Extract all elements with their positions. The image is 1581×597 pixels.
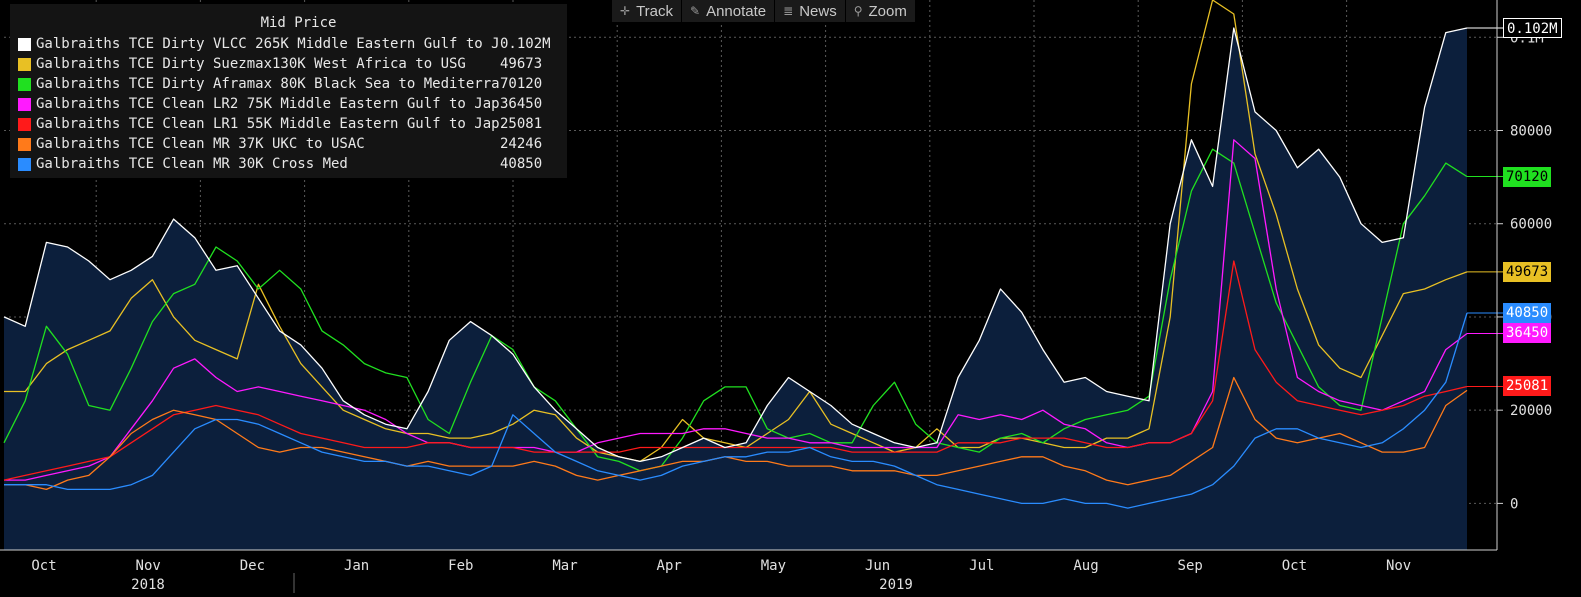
last-value-tag: 36450 <box>1503 323 1552 344</box>
y-tick-label: 60000 <box>1510 217 1552 233</box>
legend-entry: Galbraiths TCE Clean LR1 55K Middle East… <box>18 114 542 134</box>
x-tick-label: Feb <box>448 558 473 574</box>
chart-legend: Mid Price Galbraiths TCE Dirty VLCC 265K… <box>10 4 567 178</box>
legend-swatch <box>18 37 31 51</box>
legend-entry-name: Galbraiths TCE Dirty Aframax 80K Black S… <box>36 76 500 92</box>
last-value-tag: 70120 <box>1503 166 1552 187</box>
x-tick-label: Oct <box>31 558 56 574</box>
legend-entry-name: Galbraiths TCE Clean LR1 55K Middle East… <box>36 116 500 132</box>
legend-entry: Galbraiths TCE Clean MR 30K Cross Med 408… <box>18 154 542 174</box>
crosshair-icon: ✛ <box>620 4 631 18</box>
year-label: 2018 <box>131 577 165 593</box>
legend-swatch <box>18 77 31 91</box>
last-value-tag: 40850 <box>1503 302 1552 323</box>
series-area-fill <box>4 28 1467 550</box>
legend-swatch <box>18 97 31 111</box>
series-line <box>4 376 1468 491</box>
x-tick-label: Jun <box>865 558 890 574</box>
chart-axes: 0.1M800006000040000200000OctNovDecJanFeb… <box>0 0 1552 593</box>
x-tick-label: May <box>761 558 786 574</box>
x-tick-label: Oct <box>1282 558 1307 574</box>
legend-entry: Galbraiths TCE Dirty Suezmax130K West Af… <box>18 54 542 74</box>
legend-entry: Galbraiths TCE Dirty Aframax 80K Black S… <box>18 74 542 94</box>
track-button[interactable]: ✛ Track <box>612 0 681 22</box>
annotate-button[interactable]: ✎ Annotate <box>681 0 774 22</box>
series-line <box>4 139 1468 481</box>
legend-entry-name: Galbraiths TCE Dirty VLCC 265K Middle Ea… <box>36 36 500 52</box>
legend-entry-value: 40850 <box>500 156 543 172</box>
legend-entry-value: 0.102M <box>500 36 551 52</box>
news-button-label: News <box>799 2 837 20</box>
last-value-tag: 0.102M <box>1503 17 1562 38</box>
legend-entry: Galbraiths TCE Clean MR 37K UKC to USAC 2… <box>18 134 542 154</box>
legend-swatch <box>18 137 31 151</box>
x-tick-label: Nov <box>136 558 161 574</box>
legend-entry-name: Galbraiths TCE Clean MR 30K Cross Med <box>36 156 348 172</box>
last-value-tag: 49673 <box>1503 261 1552 282</box>
legend-entry-value: 36450 <box>500 96 543 112</box>
legend-title: Mid Price <box>260 15 337 31</box>
legend-entry-name: Galbraiths TCE Clean MR 37K UKC to USAC <box>36 136 365 152</box>
magnifier-icon: ⚲ <box>853 4 863 18</box>
zoom-button-label: Zoom <box>868 2 907 20</box>
x-tick-label: Jul <box>969 558 994 574</box>
legend-entry-value: 24246 <box>500 136 543 152</box>
x-tick-label: Sep <box>1178 558 1203 574</box>
y-tick-label: 0 <box>1510 496 1518 512</box>
x-tick-label: Dec <box>240 558 265 574</box>
series-line <box>3 148 1468 472</box>
legend-entry: Galbraiths TCE Clean LR2 75K Middle East… <box>18 94 542 114</box>
x-tick-label: Jan <box>344 558 369 574</box>
y-tick-label: 80000 <box>1510 124 1552 140</box>
legend-entry-value: 25081 <box>500 116 543 132</box>
y-tick-label: 20000 <box>1510 403 1552 419</box>
legend-swatch <box>18 157 31 171</box>
chart-series-lines <box>3 0 1503 509</box>
x-tick-label: Apr <box>657 558 682 574</box>
annotate-button-label: Annotate <box>706 2 767 20</box>
chart-area-fills <box>4 28 1467 550</box>
x-tick-label: Nov <box>1386 558 1411 574</box>
year-label: 2019 <box>879 577 913 593</box>
news-button[interactable]: ≣ News <box>774 0 845 22</box>
series-line <box>3 260 1468 481</box>
x-tick-label: Mar <box>552 558 577 574</box>
series-line <box>3 27 1468 463</box>
legend-entry-name: Galbraiths TCE Clean LR2 75K Middle East… <box>36 96 500 112</box>
chart-toolbar: ✛ Track ✎ Annotate ≣ News ⚲ Zoom <box>612 0 915 22</box>
list-icon: ≣ <box>783 4 794 18</box>
legend-swatch <box>18 57 31 71</box>
zoom-button[interactable]: ⚲ Zoom <box>844 0 915 22</box>
series-line <box>4 312 1468 509</box>
legend-entry: Galbraiths TCE Dirty VLCC 265K Middle Ea… <box>18 34 551 54</box>
last-value-tag: 25081 <box>1503 376 1552 397</box>
legend-swatch <box>18 117 31 131</box>
pencil-icon: ✎ <box>690 4 701 18</box>
legend-entry-value: 70120 <box>500 76 543 92</box>
x-tick-label: Aug <box>1073 558 1098 574</box>
track-button-label: Track <box>636 2 674 20</box>
legend-entry-value: 49673 <box>500 56 543 72</box>
legend-entry-name: Galbraiths TCE Dirty Suezmax130K West Af… <box>36 56 466 72</box>
